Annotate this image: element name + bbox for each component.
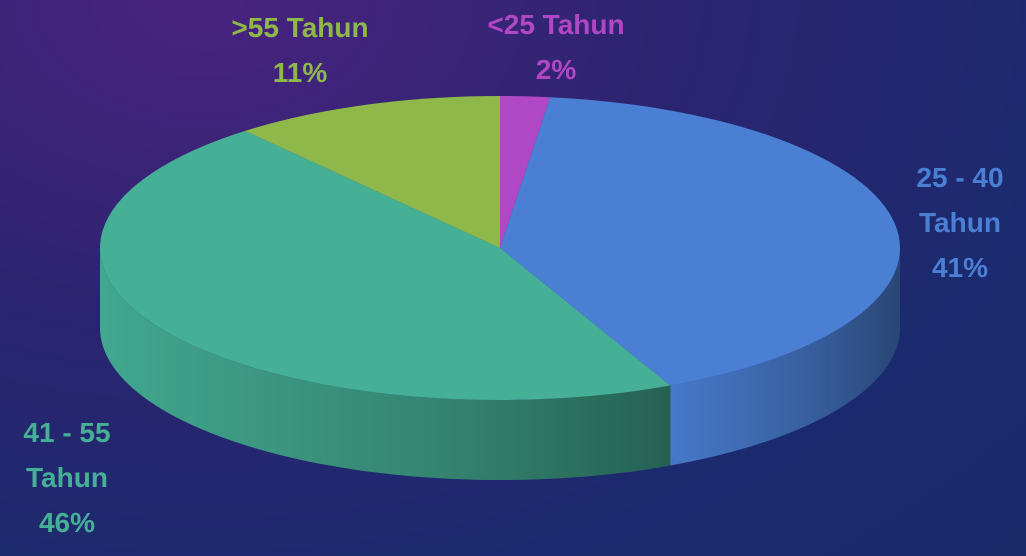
value-label: 2% [535,54,577,85]
value-label: 11% [272,57,328,88]
pie-side-shade [100,248,671,480]
data-label: <25 Tahun 2% [436,2,676,92]
pie-slice [500,97,900,386]
category-label: 41 - 55 Tahun [23,417,111,493]
value-label: 41% [931,252,989,283]
data-label: 25 - 40 Tahun 41% [890,155,1026,290]
data-label: >55 Tahun 11% [180,5,420,95]
pie-side-shade [670,248,900,466]
pie-sides [100,248,900,480]
data-label: 41 - 55 Tahun 46% [0,410,137,545]
pie-slice [100,130,671,400]
pie-tops [100,96,900,400]
category-label: <25 Tahun [487,9,625,40]
category-label: >55 Tahun [231,12,369,43]
value-label: 46% [38,507,96,538]
pie-slice [245,96,500,248]
pie-slice [500,96,551,248]
category-label: 25 - 40 Tahun [916,162,1004,238]
